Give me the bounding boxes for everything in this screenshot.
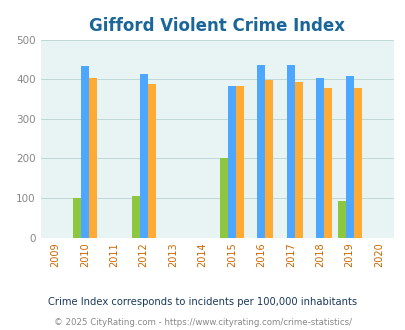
Bar (147, 84, 155, 238)
Bar (353, 87, 361, 238)
Bar (294, 82, 302, 238)
Title: Gifford Violent Crime Index: Gifford Violent Crime Index (89, 17, 344, 35)
Text: Crime Index corresponds to incidents per 100,000 inhabitants: Crime Index corresponds to incidents per… (48, 297, 357, 307)
Bar (235, 86, 243, 238)
Bar (265, 81, 273, 238)
Bar (324, 87, 331, 238)
Bar (315, 78, 324, 238)
Bar (337, 201, 345, 238)
Bar (345, 77, 353, 238)
Bar (131, 196, 139, 238)
Bar (89, 78, 96, 238)
Bar (257, 65, 265, 238)
Bar (286, 65, 294, 238)
Bar (227, 86, 235, 238)
Bar (72, 198, 81, 238)
Bar (139, 74, 147, 238)
Text: © 2025 CityRating.com - https://www.cityrating.com/crime-statistics/: © 2025 CityRating.com - https://www.city… (54, 318, 351, 327)
Bar (220, 158, 227, 238)
Bar (81, 66, 89, 238)
